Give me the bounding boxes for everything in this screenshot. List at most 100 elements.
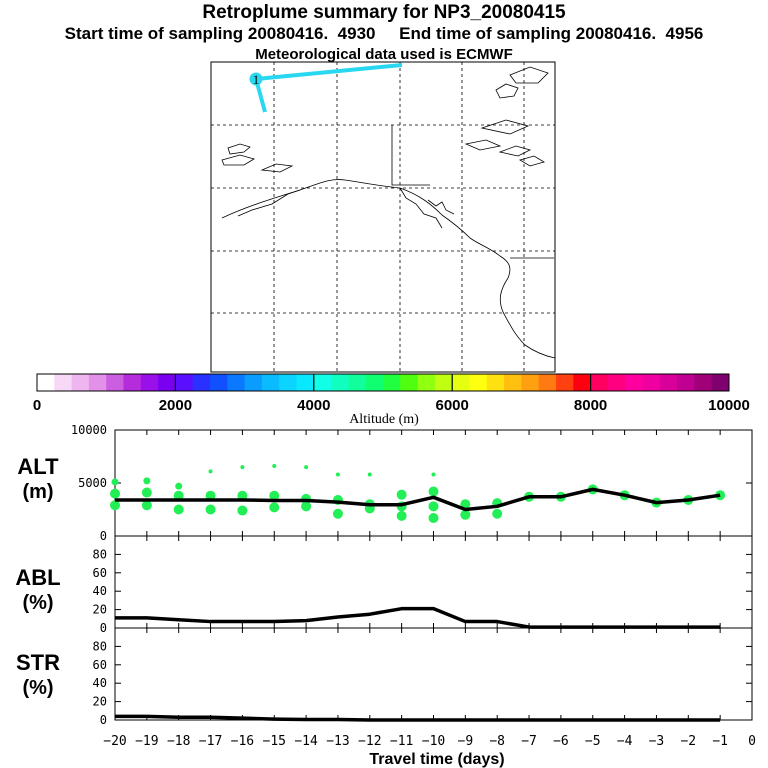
colorbar-swatch	[677, 374, 695, 391]
alt-scatter-point	[141, 487, 152, 498]
colorbar-swatch	[192, 374, 211, 391]
str-y-tick-label: 20	[93, 695, 107, 709]
alt-y-tick-label: 10000	[71, 423, 107, 437]
str-y-tick-label: 40	[93, 676, 107, 690]
x-axis-tick-labels: −20 −19 −18 −17 −16 −15 −14 −13 −12 −11 −10 −9 −8 −7−…	[103, 734, 756, 749]
alt-mean-line	[115, 487, 721, 512]
x-tick-label: −11	[390, 734, 413, 749]
colorbar-tick-label: 6000	[436, 397, 469, 414]
alt-scatter-point	[428, 501, 439, 512]
x-tick-label: −18	[167, 734, 190, 749]
chart-title: Retroplume summary for NP3_20080415	[202, 2, 566, 23]
abl-y-tick-label: 40	[93, 584, 107, 598]
colorbar-frame	[36, 373, 730, 392]
x-tick-label: −17	[199, 734, 222, 749]
abl-y-tick-label: 20	[93, 603, 107, 617]
x-tick-label: −6	[553, 734, 569, 749]
map-panel: 1	[210, 61, 556, 373]
alt-scatter-point	[111, 478, 119, 486]
colorbar-swatch	[210, 374, 228, 391]
colorbar-swatch	[279, 374, 297, 391]
colorbar-swatch	[434, 374, 453, 391]
alt-scatter-point	[173, 504, 184, 515]
colorbar-swatch	[71, 374, 90, 391]
alt-scatter-point	[304, 465, 309, 470]
colorbar-swatch	[365, 374, 384, 391]
x-tick-label: −20	[103, 734, 126, 749]
colorbar-swatch	[556, 374, 574, 391]
colorbar-swatch	[538, 374, 557, 391]
colorbar-swatch	[694, 374, 713, 391]
map-frame	[210, 61, 556, 373]
colorbar-swatch	[383, 374, 401, 391]
alt-scatter-point	[428, 486, 439, 497]
x-tick-label: −12	[358, 734, 381, 749]
alt-scatter-point	[332, 508, 343, 519]
colorbar-swatch	[486, 374, 505, 391]
alt-scatter-point	[367, 472, 372, 477]
x-tick-label: −1	[712, 734, 728, 749]
alt-scatter-point	[428, 512, 439, 523]
alt-scatter-point	[269, 502, 280, 513]
alt-panel-label: ALT	[17, 454, 59, 479]
x-tick-label: −4	[617, 734, 633, 749]
colorbar-tick-label: 4000	[297, 397, 330, 414]
str-frame	[114, 627, 753, 721]
colorbar-swatch	[573, 374, 592, 391]
colorbar-swatch	[400, 374, 419, 391]
x-tick-label: −5	[585, 734, 601, 749]
abl-panel: 80 60 40 20 0	[93, 535, 753, 635]
abl-panel-label: ABL	[15, 565, 60, 590]
alt-scatter-point	[396, 489, 407, 500]
alt-scatter-point	[175, 482, 183, 490]
colorbar-swatch	[504, 374, 522, 391]
colorbar-swatch	[331, 374, 349, 391]
alt-scatter-point	[335, 472, 340, 477]
map-graticule	[211, 62, 555, 372]
alt-scatter-point	[431, 472, 436, 477]
plume-track	[255, 63, 403, 81]
colorbar-swatch	[175, 374, 194, 391]
alt-y-tick-label: 5000	[78, 476, 107, 490]
alt-scatter-point	[396, 510, 407, 521]
x-tick-label: −14	[294, 734, 318, 749]
x-tick-label: −2	[680, 734, 696, 749]
x-tick-label: −9	[458, 734, 474, 749]
alt-scatter-point	[237, 505, 248, 516]
abl-y-tick-label: 80	[93, 547, 107, 561]
colorbar-swatch	[54, 374, 73, 391]
colorbar-tick-label: 0	[33, 397, 41, 414]
colorbar-swatch	[607, 374, 626, 391]
colorbar-swatch	[521, 374, 540, 391]
abl-y-tick-label: 60	[93, 566, 107, 580]
colorbar-swatch	[37, 374, 55, 391]
colorbar-swatch	[711, 374, 730, 391]
abl-panel-unit: (%)	[22, 592, 53, 614]
colorbar-swatch	[140, 374, 159, 391]
colorbar-swatch	[642, 374, 661, 391]
str-mean-line	[115, 714, 721, 722]
alt-scatter-point	[272, 464, 277, 469]
altitude-colorbar	[36, 373, 730, 392]
colorbar-label: Altitude (m)	[349, 412, 419, 427]
alt-scatter-point	[205, 504, 216, 515]
x-tick-label: −3	[649, 734, 665, 749]
alt-scatter-point	[492, 508, 503, 519]
colorbar-swatch	[106, 374, 124, 391]
x-tick-label: −8	[489, 734, 505, 749]
str-panel-label: STR	[16, 650, 60, 675]
alt-scatter-point	[240, 465, 245, 470]
colorbar-swatch	[417, 374, 436, 391]
x-tick-label: −15	[263, 734, 286, 749]
alt-scatter-point	[301, 501, 312, 512]
colorbar-swatch	[227, 374, 246, 391]
colorbar-tick-label: 10000	[708, 397, 750, 414]
str-panel: 80 60 40 20 0	[93, 627, 753, 727]
colorbar-swatch	[261, 374, 280, 391]
x-tick-label: −19	[135, 734, 158, 749]
abl-mean-line	[115, 606, 721, 629]
str-panel-unit: (%)	[22, 677, 53, 699]
colorbar-swatch	[452, 374, 470, 391]
colorbar-swatch	[590, 374, 609, 391]
